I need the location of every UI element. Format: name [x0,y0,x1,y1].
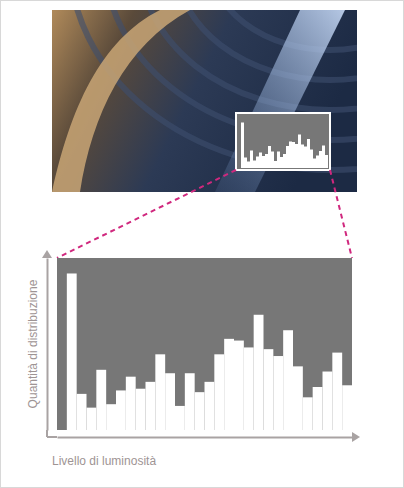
inset-bars [241,123,328,169]
inset-bar [298,135,301,169]
inset-bar [277,152,280,169]
bar [116,390,126,430]
bar [175,406,185,430]
plot-background [57,258,352,430]
inset-frame [236,113,330,170]
bar [332,353,342,430]
y-axis [47,259,48,431]
photo-ground [52,10,357,192]
bar [244,347,254,430]
bar [136,389,146,430]
bar [165,373,175,430]
inset-bar [313,159,316,169]
inset-bar [325,155,328,168]
bar [342,385,352,430]
bar [264,349,274,430]
bar [87,408,97,430]
bar [96,370,106,430]
inset-bar [283,154,286,168]
bar [146,382,156,430]
bar [313,387,323,430]
bar [77,394,87,430]
x-arrowhead [352,432,360,442]
bar [283,330,293,430]
figure: Quantità di distribuzione Livello di lumi… [0,0,404,488]
inset-bar [310,150,313,169]
inset-bar [238,168,241,169]
inset-bar [274,161,277,168]
inset-bar [271,152,274,169]
inset-bar [262,156,265,168]
bar [303,397,313,430]
bar [155,354,165,430]
bar [234,341,244,430]
bar [273,356,283,430]
inset-bar [304,147,307,169]
photo-beam [215,10,345,192]
inset-bar [301,145,304,169]
inset-bar [280,157,283,168]
inset-bar [307,139,310,168]
inset-bar [289,142,292,169]
zoom-line [57,170,236,258]
inset-bar [241,123,244,169]
bar [126,377,136,430]
bar [254,315,264,430]
inset-bar [292,142,295,168]
photo [52,10,357,192]
bar [57,430,67,431]
bar [67,273,77,430]
inset-bar [319,151,322,168]
inset-bar [247,162,250,169]
bar [214,354,224,430]
bar [323,372,333,430]
inset-bar [286,146,289,168]
y-axis-title: Quantità di distribuzione [26,279,40,408]
axis-line [47,259,49,431]
bars [67,273,352,430]
bar [224,339,234,430]
inset-bar [295,144,298,168]
bar [205,382,215,430]
bar [293,366,303,430]
axis-line [46,430,48,437]
inset-bar [268,146,271,168]
x-axis-title: Livello di luminosità [52,454,156,468]
inset-bar [316,156,319,169]
bar [106,404,116,430]
x-axis [58,437,353,438]
y-arrowhead [42,250,52,258]
axis-line [58,437,353,439]
inset-bar [256,157,259,169]
axis-line [47,436,57,438]
inset-bar [244,158,247,169]
inset-bar [265,154,268,168]
zoom-line [330,170,352,258]
bar [195,392,205,430]
inset-bar [250,151,253,169]
photo-arch [52,10,190,192]
inset-bar [259,153,262,169]
bar [185,373,195,430]
inset-bar [253,161,256,169]
inset-bar [322,146,325,169]
